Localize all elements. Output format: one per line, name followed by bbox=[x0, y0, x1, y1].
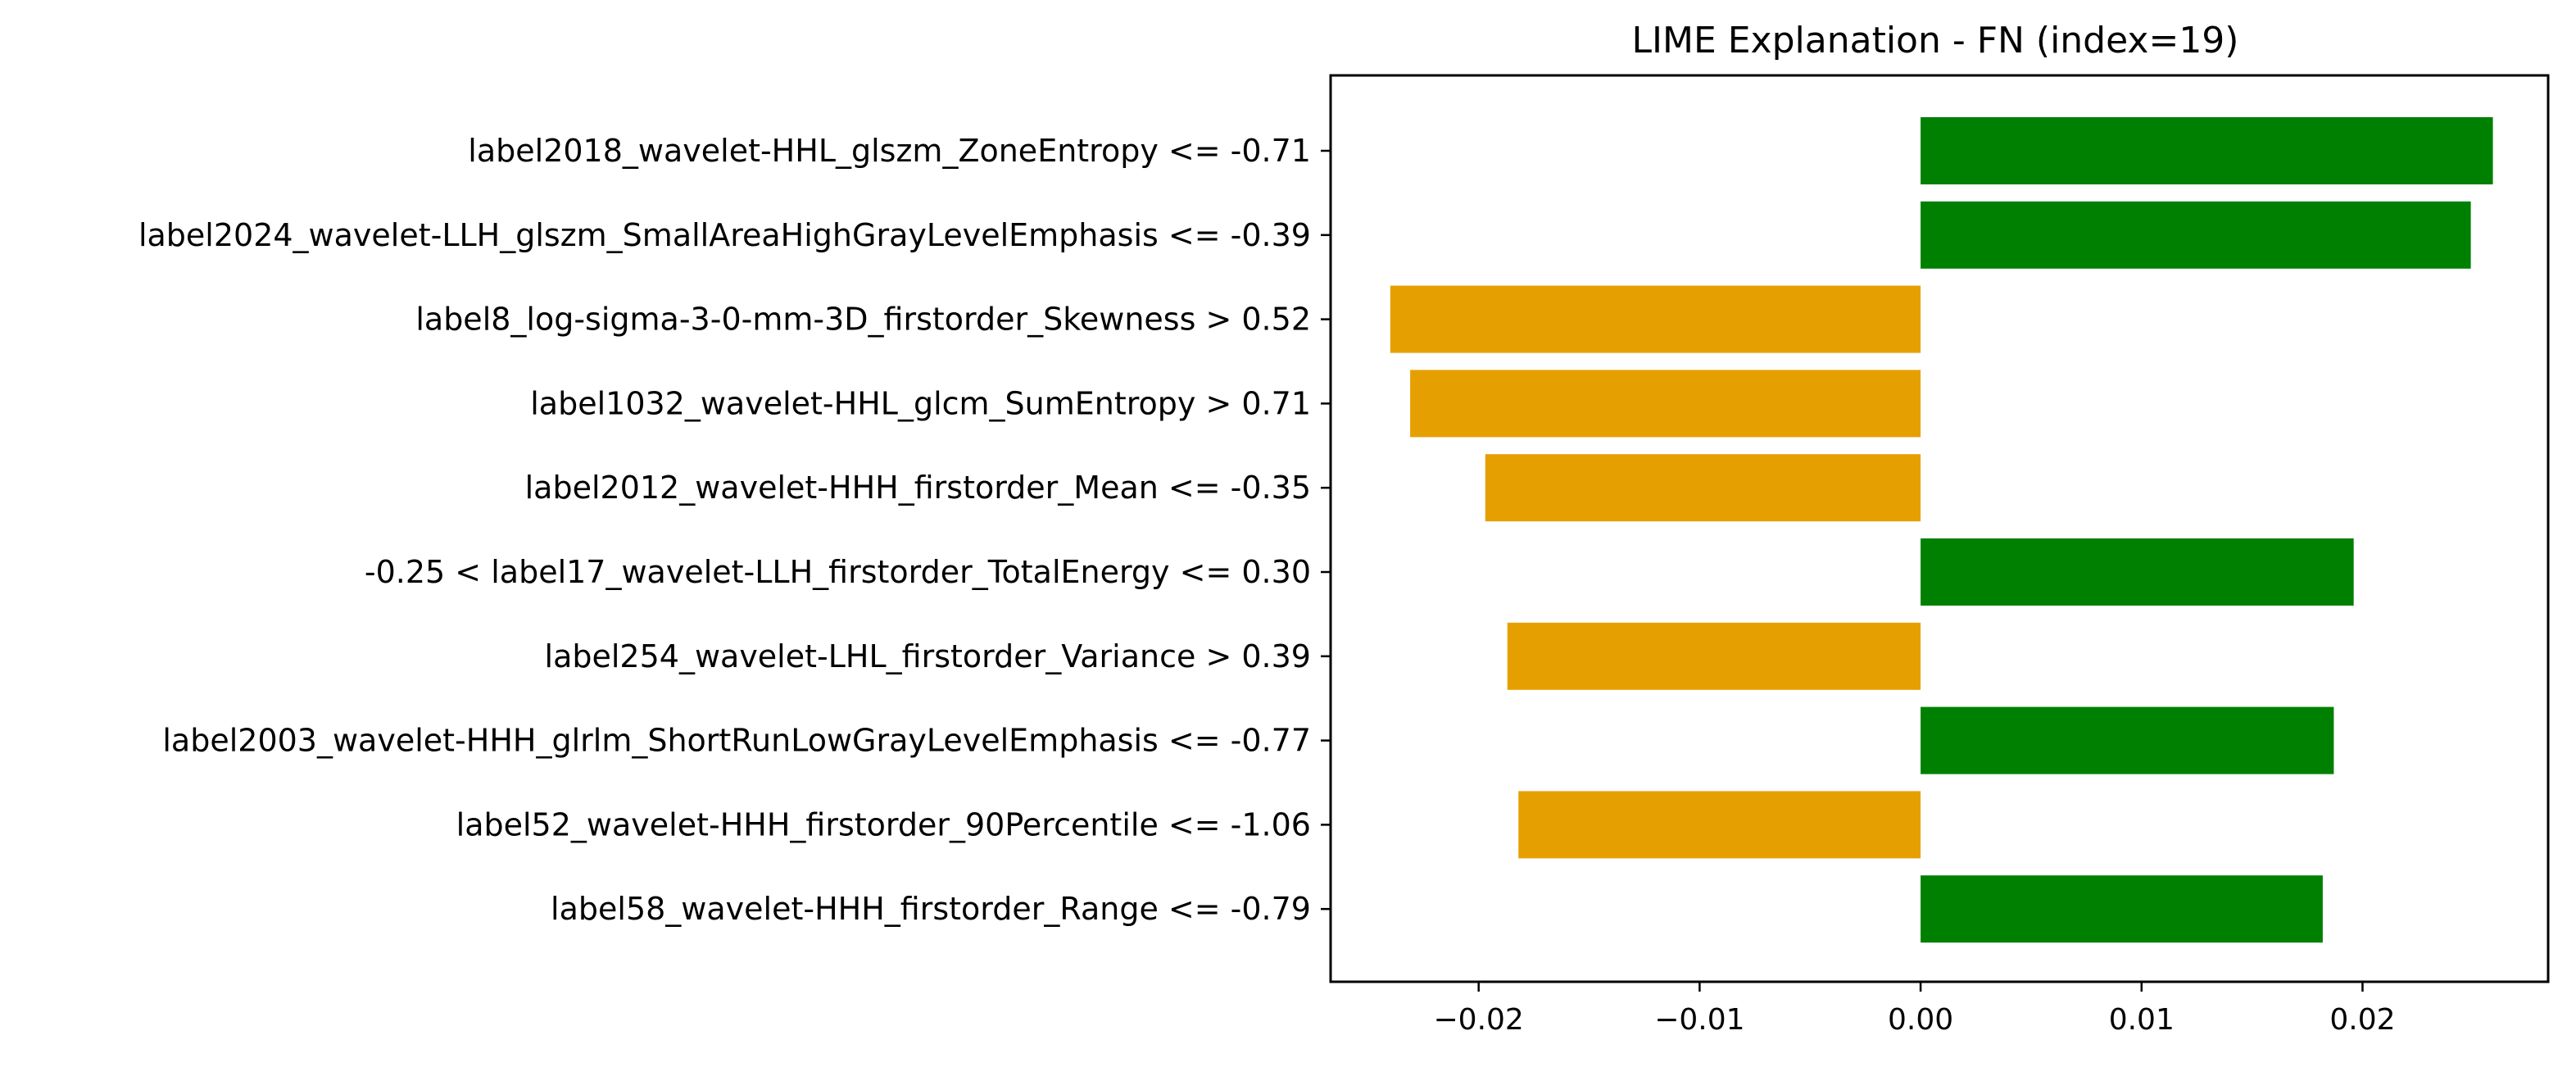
y-tick-label: label254_wavelet-LHL_firstorder_Variance… bbox=[545, 638, 1311, 674]
bar bbox=[1921, 875, 2323, 943]
bar bbox=[1921, 201, 2471, 269]
y-tick-label: label2003_wavelet-HHH_glrlm_ShortRunLowG… bbox=[162, 723, 1311, 759]
x-tick-label: −0.01 bbox=[1654, 1003, 1744, 1037]
y-tick-labels: label2018_wavelet-HHL_glszm_ZoneEntropy … bbox=[138, 133, 1331, 927]
y-tick-label: label2024_wavelet-LLH_glszm_SmallAreaHig… bbox=[138, 217, 1311, 253]
x-axis-ticks: −0.02 −0.01 0.00 0.01 0.02 bbox=[1434, 982, 2396, 1037]
x-tick-label: 0.02 bbox=[2329, 1003, 2395, 1037]
x-tick-label: 0.01 bbox=[2109, 1003, 2175, 1037]
bar bbox=[1390, 285, 1921, 353]
chart-title: LIME Explanation - FN (index=19) bbox=[1632, 20, 2239, 61]
bar bbox=[1485, 454, 1921, 522]
plot-frame bbox=[1329, 74, 2550, 983]
bars-layer bbox=[1390, 117, 2493, 943]
bar bbox=[1518, 791, 1921, 859]
bar bbox=[1921, 117, 2493, 184]
y-tick-label: label52_wavelet-HHH_firstorder_90Percent… bbox=[456, 806, 1311, 842]
bar bbox=[1921, 538, 2354, 606]
y-tick-label: label1032_wavelet-HHL_glcm_SumEntropy > … bbox=[530, 385, 1311, 421]
y-tick-label: label8_log-sigma-3-0-mm-3D_firstorder_Sk… bbox=[415, 302, 1311, 338]
x-tick-label: 0.00 bbox=[1888, 1003, 1953, 1037]
x-tick-label: −0.02 bbox=[1434, 1003, 1524, 1037]
bar bbox=[1507, 622, 1921, 690]
y-tick-label: label2012_wavelet-HHH_firstorder_Mean <=… bbox=[525, 470, 1311, 506]
bar bbox=[1410, 370, 1921, 438]
bar bbox=[1921, 706, 2334, 774]
y-tick-label: label2018_wavelet-HHL_glszm_ZoneEntropy … bbox=[468, 133, 1311, 169]
y-tick-label: label58_wavelet-HHH_firstorder_Range <= … bbox=[551, 891, 1311, 927]
y-tick-label: -0.25 < label17_wavelet-LLH_firstorder_T… bbox=[365, 554, 1311, 590]
